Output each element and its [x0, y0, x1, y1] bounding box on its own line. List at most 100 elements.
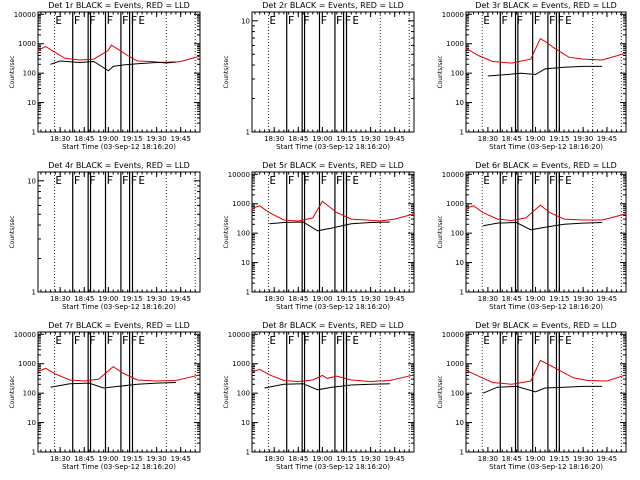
panel-title: Det 8r BLACK = Events, RED = LLD	[262, 321, 404, 330]
y-tick-label: 1000	[446, 200, 464, 208]
y-axis-label: Counts/sec	[223, 215, 230, 248]
x-tick-label: 19:15	[336, 455, 356, 463]
event-marker-label: F	[517, 14, 524, 27]
event-marker-label: F	[89, 334, 96, 347]
y-tick-label: 10000	[442, 331, 464, 339]
x-tick-label: 19:00	[312, 135, 332, 143]
y-tick-label: 10	[27, 99, 36, 107]
events-series-line	[483, 221, 603, 231]
x-tick-label: 18:30	[264, 295, 284, 303]
x-tick-label: 18:45	[502, 455, 522, 463]
x-tick-label: 19:15	[336, 135, 356, 143]
event-marker-label: F	[549, 14, 556, 27]
event-marker-label: F	[89, 174, 96, 187]
event-marker-label: F	[517, 174, 524, 187]
event-marker-label: F	[89, 14, 96, 27]
y-tick-label: 1000	[446, 40, 464, 48]
y-axis-label: Counts/sec	[9, 215, 16, 248]
y-axis-label: Counts/sec	[437, 375, 444, 408]
plot-frame	[465, 171, 627, 293]
lld-series-line	[465, 204, 627, 222]
panel-title: Det 4r BLACK = Events, RED = LLD	[48, 161, 190, 170]
x-tick-label: 19:15	[122, 455, 142, 463]
x-tick-label: 18:30	[50, 295, 70, 303]
x-tick-label: 19:15	[549, 295, 569, 303]
lld-series-line	[465, 37, 627, 64]
x-tick-label: 19:30	[573, 295, 593, 303]
x-axis-label: Start Time (03-Sep-12 18:16:20)	[62, 303, 176, 311]
event-marker-label: F	[345, 14, 352, 27]
event-marker-label: F	[107, 14, 114, 27]
x-tick-label: 18:45	[74, 295, 94, 303]
y-tick-label: 1	[460, 289, 464, 297]
x-tick-label: 18:45	[288, 455, 308, 463]
y-tick-label: 1000	[18, 360, 36, 368]
y-tick-label: 1000	[232, 360, 250, 368]
y-tick-label: 10	[241, 17, 250, 25]
event-marker-label: F	[107, 334, 114, 347]
x-tick-label: 18:45	[502, 135, 522, 143]
event-marker-label: F	[303, 14, 310, 27]
event-marker-label: E	[269, 334, 276, 347]
y-tick-label: 1	[460, 449, 464, 457]
y-axis-label: Counts/sec	[9, 375, 16, 408]
x-tick-label: 19:00	[525, 135, 545, 143]
x-tick-label: 18:30	[478, 295, 498, 303]
x-axis-label: Start Time (03-Sep-12 18:16:20)	[276, 463, 390, 471]
x-tick-label: 19:00	[525, 295, 545, 303]
y-tick-label: 100	[237, 230, 250, 238]
plot-frame	[37, 331, 201, 453]
x-axis-label: Start Time (03-Sep-12 18:16:20)	[276, 143, 390, 151]
events-series-line	[482, 385, 603, 394]
y-tick-label: 10000	[14, 11, 36, 19]
panel-title: Det 5r BLACK = Events, RED = LLD	[262, 161, 404, 170]
event-marker-label: F	[321, 174, 328, 187]
events-series-line	[269, 221, 390, 232]
plot-frame	[37, 171, 201, 293]
event-marker-label: F	[336, 334, 343, 347]
y-tick-label: 1	[460, 129, 464, 137]
event-marker-label: F	[74, 174, 81, 187]
y-axis-label: Counts/sec	[437, 215, 444, 248]
x-tick-label: 19:30	[573, 135, 593, 143]
panel-title: Det 9r BLACK = Events, RED = LLD	[475, 321, 617, 330]
event-marker-label: F	[501, 334, 508, 347]
panel-title: Det 6r BLACK = Events, RED = LLD	[475, 161, 617, 170]
event-marker-label: E	[55, 174, 62, 187]
event-marker-label: F	[303, 174, 310, 187]
y-tick-label: 10000	[442, 11, 464, 19]
x-axis-label: Start Time (03-Sep-12 18:16:20)	[62, 143, 176, 151]
y-tick-label: 10	[455, 99, 464, 107]
x-tick-label: 19:45	[385, 295, 405, 303]
panel-det-9: Det 9r BLACK = Events, RED = LLD 1 10 100 10…	[437, 321, 627, 471]
x-tick-label: 19:45	[597, 135, 617, 143]
x-axis-label: Start Time (03-Sep-12 18:16:20)	[489, 143, 603, 151]
x-tick-label: 18:30	[478, 455, 498, 463]
x-tick-label: 19:00	[98, 135, 118, 143]
y-tick-label: 100	[23, 70, 36, 78]
event-marker-label: F	[549, 334, 556, 347]
x-tick-label: 19:30	[147, 455, 167, 463]
event-marker-label: F	[557, 334, 564, 347]
x-tick-label: 18:45	[74, 455, 94, 463]
x-tick-label: 19:15	[549, 455, 569, 463]
event-marker-label: E	[352, 174, 359, 187]
event-marker-label: F	[345, 334, 352, 347]
event-marker-label: F	[557, 174, 564, 187]
x-tick-label: 19:45	[171, 135, 191, 143]
y-tick-label: 10000	[228, 331, 250, 339]
y-tick-label: 10	[241, 259, 250, 267]
event-marker-label: F	[345, 174, 352, 187]
panel-det-8: Det 8r BLACK = Events, RED = LLD 1 10 100 10…	[223, 321, 415, 471]
event-marker-label: E	[138, 14, 145, 27]
event-marker-label: F	[501, 174, 508, 187]
x-tick-label: 18:45	[502, 295, 522, 303]
event-marker-label: E	[483, 174, 490, 187]
lld-series-line	[251, 200, 415, 222]
event-marker-label: E	[565, 334, 572, 347]
event-marker-label: E	[483, 14, 490, 27]
y-tick-label: 100	[23, 390, 36, 398]
y-tick-label: 10000	[228, 171, 250, 179]
event-marker-label: F	[122, 14, 129, 27]
x-tick-label: 19:00	[312, 455, 332, 463]
